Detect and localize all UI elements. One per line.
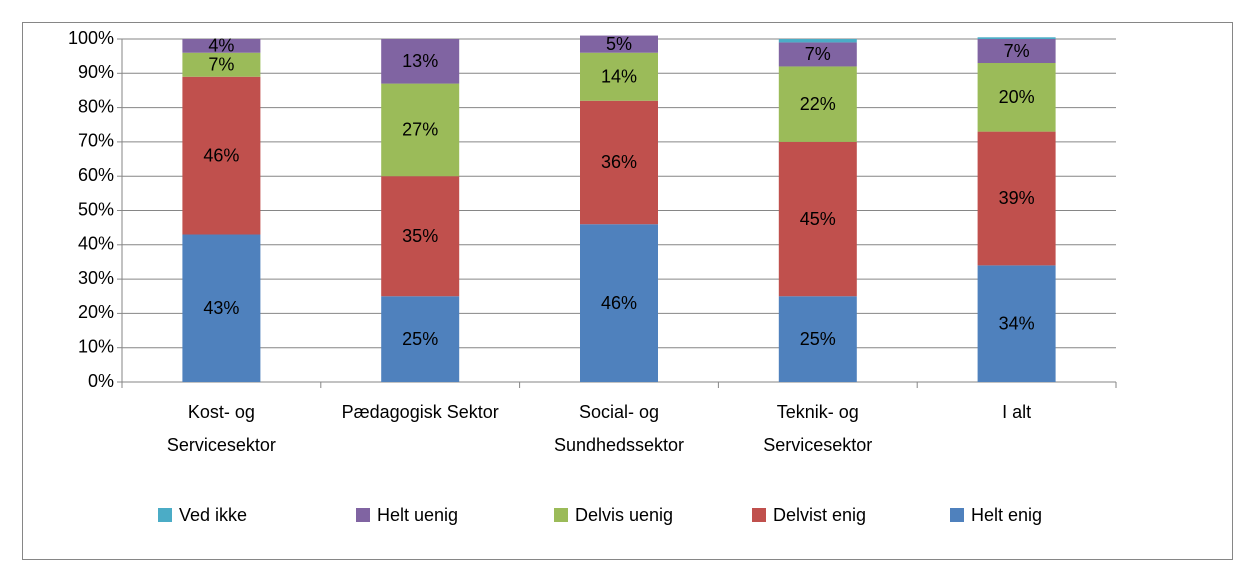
bar-segment [977, 39, 1056, 64]
data-label: 46% [601, 293, 637, 313]
y-tick-label: 40% [78, 234, 114, 254]
data-label: 4% [208, 36, 234, 56]
bar-segment [381, 39, 460, 84]
bar-segment [381, 296, 460, 382]
legend-label: Helt uenig [377, 505, 458, 525]
x-tick-label: Teknik- og Servicesektor [763, 402, 873, 455]
data-label: 5% [606, 34, 632, 54]
y-tick-label: 60% [78, 165, 114, 185]
legend-label: Delvis uenig [575, 505, 673, 525]
y-tick-label: 90% [78, 62, 114, 82]
data-label: 36% [601, 152, 637, 172]
data-label: 35% [402, 226, 438, 246]
bar-segment [778, 66, 857, 142]
y-tick-label: 0% [88, 371, 114, 391]
bar-segment [977, 63, 1056, 132]
legend-label: Delvist enig [773, 505, 866, 525]
data-label: 45% [800, 209, 836, 229]
bar-segment [778, 42, 857, 67]
bar-segment [182, 234, 261, 382]
legend-swatch [950, 508, 964, 522]
data-label: 14% [601, 66, 637, 86]
x-tick-label: Kost- og Servicesektor [166, 402, 276, 455]
bar-segment [580, 35, 658, 53]
data-label: 46% [203, 145, 239, 165]
bar-segment [580, 224, 658, 382]
bar-segment [778, 39, 857, 43]
data-label: 34% [999, 313, 1035, 333]
bar-segment [580, 100, 658, 225]
y-tick-label: 80% [78, 96, 114, 116]
y-tick-label: 50% [78, 199, 114, 219]
data-label: 25% [402, 329, 438, 349]
bar-segment [182, 39, 261, 53]
bar-segment [778, 141, 857, 297]
legend-label: Ved ikke [179, 505, 247, 525]
data-label: 7% [805, 44, 831, 64]
data-label: 39% [999, 188, 1035, 208]
legend-swatch [554, 508, 568, 522]
legend-label: Helt enig [971, 505, 1042, 525]
data-label: 25% [800, 329, 836, 349]
data-label: 27% [402, 120, 438, 140]
bar-segment [977, 131, 1056, 266]
bar-segment [778, 296, 857, 382]
bar-segment [182, 76, 261, 235]
x-tick-label: Social- og Sundhedssektor [553, 402, 685, 455]
bar-segment [381, 176, 460, 297]
y-tick-label: 70% [78, 131, 114, 151]
y-tick-label: 10% [78, 336, 114, 356]
bar-segment [977, 265, 1056, 382]
legend-swatch [356, 508, 370, 522]
y-tick-label: 100% [68, 28, 114, 48]
y-tick-label: 30% [78, 268, 114, 288]
data-label: 43% [203, 298, 239, 318]
x-tick-label: I alt [1002, 402, 1032, 422]
legend-swatch [752, 508, 766, 522]
bar-segment [580, 52, 658, 101]
bar-segment [381, 83, 460, 177]
data-label: 13% [402, 51, 438, 71]
data-label: 22% [800, 94, 836, 114]
data-label: 7% [1004, 41, 1030, 61]
y-tick-label: 20% [78, 302, 114, 322]
bar-segment [977, 37, 1056, 39]
bar-segment [182, 52, 261, 77]
data-label: 20% [999, 87, 1035, 107]
legend-swatch [158, 508, 172, 522]
x-tick-label: Pædagogisk Sektor [341, 402, 499, 422]
data-label: 7% [208, 54, 234, 74]
